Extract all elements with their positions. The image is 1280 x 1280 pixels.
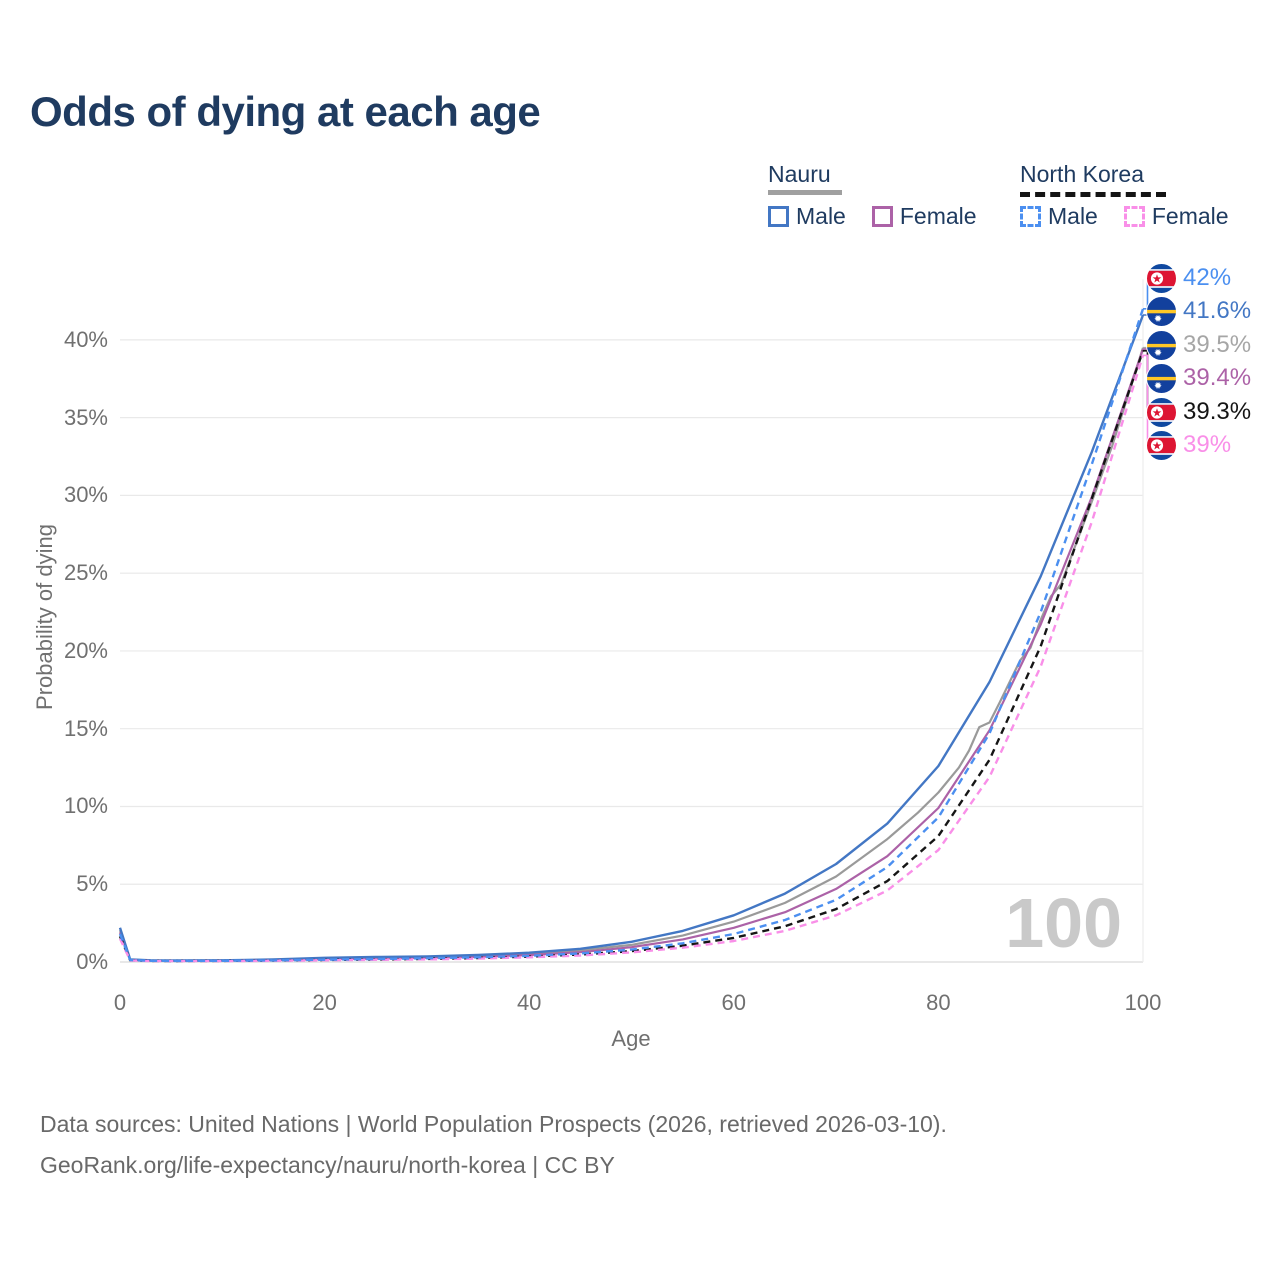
- legend-north-korea-line-sample-icon: [1020, 192, 1166, 198]
- legend-item-north-korea-female[interactable]: Female: [1123, 203, 1229, 230]
- x-tick-100: 100: [1124, 990, 1162, 1015]
- legend-group-north-korea: North Korea: [1020, 161, 1166, 198]
- x-tick-20: 20: [312, 990, 337, 1015]
- legend-label-nauru-female: Female: [899, 203, 977, 229]
- legend-swatch-north-korea-male-icon: [1020, 206, 1041, 227]
- legend-swatch-nauru-female-icon: [871, 206, 893, 227]
- legend-nauru-line-sample-icon: [768, 190, 842, 196]
- legend-item-north-korea-male[interactable]: Male: [1020, 203, 1098, 230]
- x-tick-0: 0: [113, 990, 127, 1015]
- legend-swatch-nauru-male-icon: [768, 206, 789, 227]
- series-line-nauru-male[interactable]: [118, 314, 1145, 962]
- x-tick-40: 40: [516, 990, 542, 1015]
- end-label-nk-total: 39.3%: [1146, 396, 1251, 428]
- legend-items-north-korea: Male Female: [1020, 203, 1229, 230]
- legend-group-nauru-title: Nauru: [768, 161, 831, 187]
- age-watermark: 100: [1005, 884, 1122, 962]
- legend-group-north-korea-title: North Korea: [1020, 161, 1145, 187]
- series-line-nauru-female[interactable]: [118, 348, 1145, 962]
- y-axis-title: Probability of dying: [32, 524, 57, 710]
- legend-swatch-north-korea-female-icon: [1123, 206, 1145, 227]
- legend-label-nauru-male: Male: [796, 203, 846, 229]
- end-label-nauru-female: 39.4%: [1146, 362, 1251, 394]
- y-tick-35: 35%: [63, 404, 108, 430]
- end-label-value-nauru-male: 41.6%: [1183, 297, 1252, 324]
- series-line-nk-female[interactable]: [118, 355, 1145, 963]
- nauru-flag-icon: [1146, 295, 1177, 327]
- x-tick-60: 60: [721, 990, 747, 1015]
- y-tick-0: 0%: [76, 949, 108, 974]
- end-label-value-nauru-total: 39.5%: [1183, 331, 1252, 358]
- legend-label-north-korea-female: Female: [1151, 203, 1229, 229]
- y-tick-15: 15%: [63, 715, 108, 741]
- footer-source: Data sources: United Nations | World Pop…: [40, 1104, 947, 1186]
- legend-group-nauru: Nauru: [768, 161, 842, 196]
- nauru-flag-icon: [1146, 329, 1177, 361]
- y-tick-10: 10%: [63, 793, 108, 819]
- y-tick-5: 5%: [76, 871, 108, 897]
- series-line-nk-total[interactable]: [118, 350, 1145, 963]
- legend-items-nauru: Male Female: [768, 203, 977, 230]
- north-korea-flag-icon: [1146, 429, 1177, 461]
- nauru-flag-icon: [1146, 362, 1177, 394]
- footer-source-line-2: GeoRank.org/life-expectancy/nauru/north-…: [40, 1152, 615, 1178]
- footer-source-line-1: Data sources: United Nations | World Pop…: [40, 1111, 947, 1137]
- end-label-value-nk-female: 39%: [1183, 431, 1232, 458]
- end-label-nk-male: 42%: [1146, 262, 1231, 294]
- page-title: Odds of dying at each age: [30, 88, 541, 135]
- north-korea-flag-icon: [1146, 262, 1177, 294]
- y-tick-30: 30%: [63, 482, 108, 508]
- series-line-nauru-total[interactable]: [118, 347, 1145, 962]
- north-korea-flag-icon: [1146, 396, 1177, 428]
- end-label-value-nauru-female: 39.4%: [1183, 364, 1252, 391]
- y-tick-25: 25%: [63, 560, 108, 586]
- end-label-nauru-total: 39.5%: [1146, 329, 1251, 361]
- x-tick-80: 80: [926, 990, 951, 1015]
- end-label-value-nk-male: 42%: [1183, 264, 1232, 291]
- y-tick-20: 20%: [63, 637, 108, 663]
- y-tick-40: 40%: [63, 326, 108, 352]
- series-line-nk-male[interactable]: [118, 308, 1145, 963]
- end-label-nk-female: 39%: [1146, 429, 1231, 461]
- legend-label-north-korea-male: Male: [1048, 203, 1098, 229]
- end-label-value-nk-total: 39.3%: [1183, 398, 1252, 425]
- legend-item-nauru-female[interactable]: Female: [871, 203, 977, 230]
- end-label-nauru-male: 41.6%: [1146, 295, 1251, 327]
- legend-item-nauru-male[interactable]: Male: [768, 203, 846, 230]
- x-axis-title: Age: [611, 1026, 651, 1051]
